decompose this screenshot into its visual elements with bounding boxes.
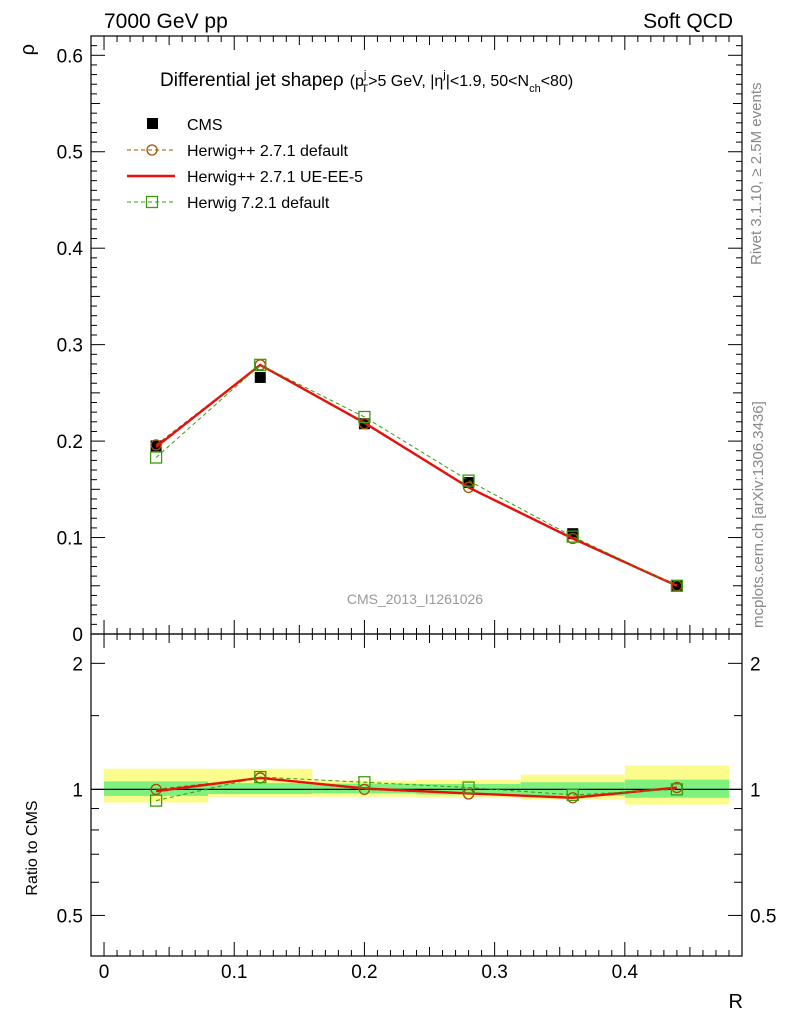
main-line-herwig-2-7-1-default (155, 364, 678, 587)
main-point-herwig-2-7-1-default (462, 481, 475, 494)
main-point-herwig-2-7-1-default (150, 439, 162, 451)
legend-label-herwigpp-ueee5: Herwig++ 2.7.1 UE-EE-5 (187, 169, 363, 186)
chart-title: Differential jet shapeρ (pj T>5 GeV, |ηj|<… (160, 69, 573, 95)
main-y-axis-label: ρ (17, 44, 39, 55)
ratio-y-tick-label-right: 2 (750, 654, 761, 675)
main-axis-ticks: 0 0.1 0.2 0.3 0.4 0.5 0.6 (57, 35, 743, 646)
legend-label-herwigpp-default: Herwig++ 2.7.1 default (187, 143, 349, 160)
main-point-herwig-2-7-1-default (358, 418, 371, 430)
ratio-inner-band (208, 783, 313, 794)
main-y-tick-label: 0.1 (57, 529, 83, 550)
ratio-uncertainty-bands (91, 765, 742, 805)
ratio-y-tick-label-right: 0.5 (750, 906, 776, 927)
main-y-tick-label: 0.2 (57, 432, 83, 453)
main-line-herwig-7-2-1-default (155, 364, 678, 587)
main-plot-series (149, 358, 684, 592)
main-point-cms (254, 371, 266, 383)
ratio-point-herwig-7-2-1-default (566, 788, 579, 802)
source-reference-text: mcplots.cern.ch [arXiv:1306.3436] (750, 401, 767, 628)
main-line-herwig-2-7-1-ue-ee-5 (155, 363, 678, 587)
legend-marker-herwigpp-default (146, 144, 158, 156)
x-tick-label: 0.1 (221, 962, 247, 983)
legend-label-cms: CMS (187, 117, 223, 134)
ratio-point-herwig-7-2-1-default (254, 770, 267, 784)
x-tick-label: 0.4 (612, 962, 639, 983)
main-point-herwig-7-2-1-default (566, 530, 579, 543)
x-tick-label: 0.3 (481, 962, 507, 983)
legend-marker-cms (147, 118, 158, 129)
ratio-y-tick-label-left: 2 (72, 654, 83, 675)
ratio-plot-series (149, 770, 684, 807)
main-point-herwig-7-2-1-default (149, 451, 163, 464)
legend-marker-herwig7-default (145, 195, 159, 209)
x-tick-label: 0 (99, 962, 110, 983)
energy-label: 7000 GeV pp (104, 10, 228, 33)
analysis-label: CMS_2013_I1261026 (347, 591, 483, 607)
legend: CMS Herwig++ 2.7.1 default Herwig++ 2.7.… (127, 117, 363, 212)
ratio-line-herwig-2-7-1-ue-ee-5 (155, 776, 678, 799)
x-axis-label: R (729, 991, 743, 1013)
x-tick-label: 0.2 (351, 962, 377, 983)
ratio-y-tick-label-left: 1 (72, 780, 83, 801)
ratio-point-herwig-7-2-1-default (670, 783, 684, 796)
main-y-tick-label: 0.4 (57, 239, 84, 260)
main-y-tick-label: 0.3 (57, 336, 83, 357)
main-point-herwig-7-2-1-default (462, 474, 475, 487)
ratio-point-herwig-7-2-1-default (462, 781, 475, 794)
ratio-point-herwig-7-2-1-default (358, 776, 371, 789)
main-y-tick-label: 0.5 (57, 143, 83, 164)
ratio-line-herwig-7-2-1-default (155, 776, 677, 802)
ratio-inner-band (104, 781, 209, 796)
main-y-tick-label: 0.6 (57, 46, 83, 67)
main-point-herwig-7-2-1-default (254, 358, 267, 372)
ratio-y-tick-label-right: 1 (750, 780, 761, 801)
rivet-version-text: Rivet 3.1.10, ≥ 2.5M events (748, 83, 765, 266)
ratio-axis-ticks: 0.5 0.5 1 1 2 2 0 0.1 0.2 0.3 0.4 (57, 634, 776, 983)
legend-label-herwig7-default: Herwig 7.2.1 default (187, 195, 330, 212)
category-label: Soft QCD (643, 10, 733, 33)
ratio-point-herwig-7-2-1-default (149, 794, 163, 807)
main-point-herwig-7-2-1-default (358, 410, 371, 424)
ratio-plot-frame (90, 633, 743, 957)
main-point-herwig-7-2-1-default (670, 579, 684, 592)
main-y-tick-label: 0 (72, 625, 83, 646)
ratio-y-axis-label: Ratio to CMS (24, 800, 41, 895)
ratio-y-tick-label-left: 0.5 (57, 906, 83, 927)
